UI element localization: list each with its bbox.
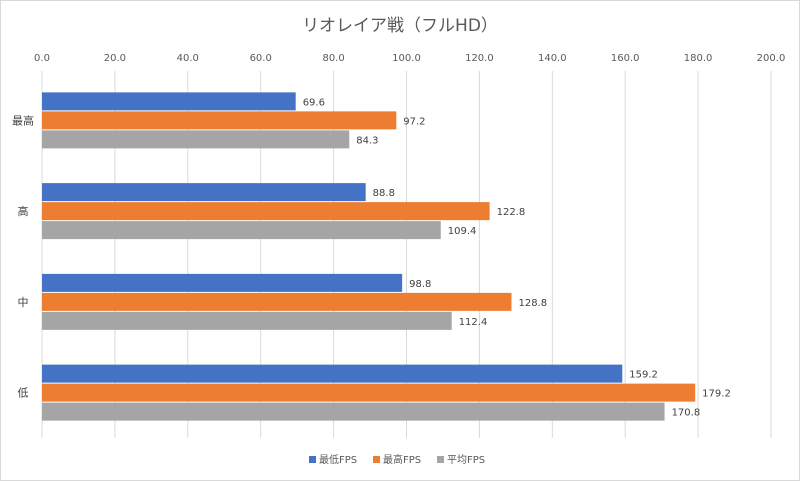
x-tick-label: 0.0 [34, 53, 50, 64]
legend: 最低FPS 最高FPS 平均FPS [309, 453, 485, 466]
legend-swatch [309, 456, 316, 463]
bar [42, 183, 366, 202]
bar [42, 92, 296, 111]
legend-label: 最高FPS [383, 453, 421, 466]
bar [42, 111, 397, 130]
category-label: 高 [18, 204, 29, 218]
legend-label: 平均FPS [447, 454, 485, 466]
bar [42, 202, 490, 221]
data-label: 97.2 [403, 116, 425, 127]
data-label: 84.3 [356, 135, 378, 146]
data-label: 159.2 [629, 370, 658, 381]
bar [42, 402, 665, 421]
x-tick-label: 40.0 [177, 53, 199, 64]
x-tick-label: 80.0 [322, 53, 344, 64]
category-label: 低 [18, 387, 29, 400]
x-tick-label: 100.0 [392, 53, 421, 64]
data-labels: 69.6 97.2 84.3 88.8 122.8 109.4 98.8 128.8 112.4… [303, 97, 731, 418]
x-tick-label: 20.0 [104, 53, 126, 64]
chart-title: リオレイア戦（フルHD） [302, 16, 498, 36]
x-tick-label: 60.0 [250, 53, 272, 64]
x-tick-label: 140.0 [538, 53, 567, 64]
x-tick-label: 180.0 [684, 53, 713, 64]
data-label: 88.8 [373, 188, 395, 199]
x-tick-label: 160.0 [611, 53, 640, 64]
bars [42, 92, 696, 421]
data-label: 179.2 [702, 389, 731, 400]
bar [42, 221, 441, 240]
legend-swatch [437, 456, 444, 463]
bar [42, 311, 452, 330]
category-label: 最高 [12, 113, 34, 127]
bar [42, 292, 512, 311]
x-tick-label: 200.0 [757, 53, 786, 64]
data-label: 128.8 [518, 298, 547, 309]
bar [42, 273, 403, 292]
data-label: 109.4 [448, 226, 477, 237]
data-label: 98.8 [409, 279, 431, 290]
data-label: 170.8 [672, 408, 701, 419]
category-label: 中 [18, 296, 29, 309]
data-label: 112.4 [459, 317, 488, 328]
data-label: 69.6 [303, 97, 325, 108]
x-axis-ticks: 0.0 20.0 40.0 60.0 80.0 100.0 120.0 140.0 160.0 1… [34, 53, 785, 64]
data-label: 122.8 [497, 207, 526, 218]
bar [42, 130, 350, 149]
x-tick-label: 120.0 [465, 53, 494, 64]
legend-swatch [373, 456, 380, 463]
bar [42, 364, 623, 383]
legend-label: 最低FPS [319, 453, 357, 466]
bar [42, 383, 696, 402]
